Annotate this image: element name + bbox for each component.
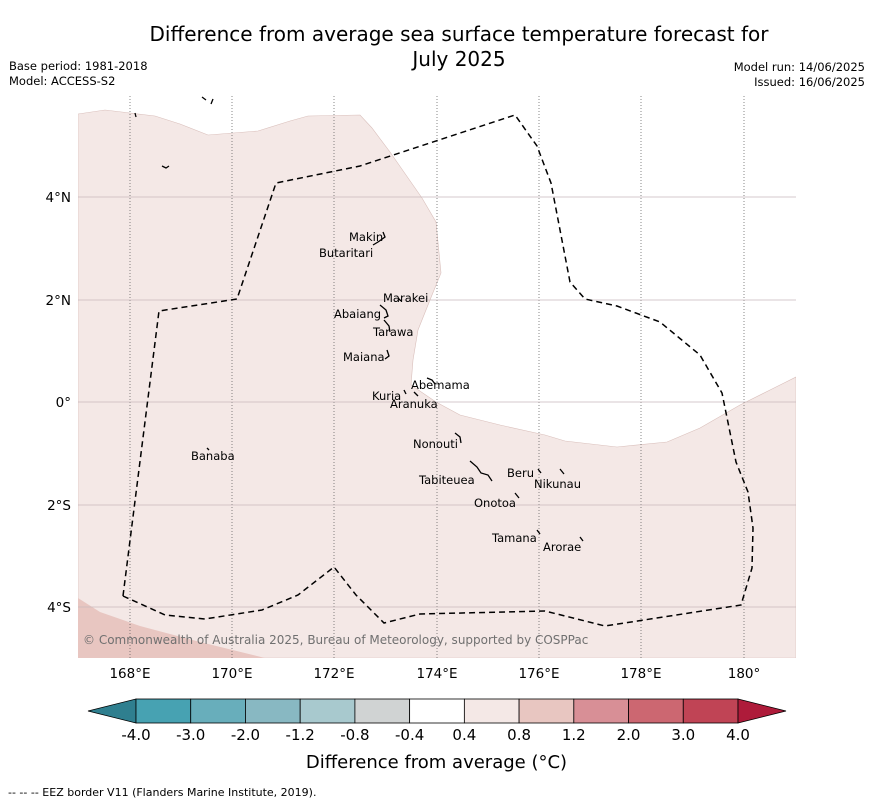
model-name: Model: ACCESS-S2 <box>9 74 116 88</box>
map-title-line1: Difference from average sea surface temp… <box>149 22 769 46</box>
lon-tick-label: 180° <box>728 666 761 682</box>
colorbar-tick-label: -0.4 <box>395 726 424 744</box>
latitude-tick-labels: 4°N 2°N 0° 2°S 4°S <box>46 190 71 616</box>
place-labels: Makin Butaritari Marakei Abaiang Tarawa … <box>191 230 581 554</box>
colorbar-segment <box>354 698 411 724</box>
eez-border <box>122 114 754 627</box>
colorbar-segment <box>409 698 465 724</box>
place-label-tabiteuea: Tabiteuea <box>418 473 475 487</box>
meta-right: Model run: 14/06/2025 Issued: 16/06/2025 <box>734 60 865 90</box>
colorbar-tick-label: 2.0 <box>617 726 641 744</box>
lon-tick-label: 174°E <box>416 666 457 682</box>
colorbar-segment <box>190 698 246 724</box>
colorbar-tick-label: -1.2 <box>286 726 315 744</box>
place-label-nikunau: Nikunau <box>534 477 581 491</box>
lon-tick-label: 168°E <box>109 666 150 682</box>
colorbar-segment <box>518 698 575 724</box>
place-label-abemama: Abemama <box>411 378 470 392</box>
copyright-notice: © Commonwealth of Australia 2025, Bureau… <box>83 633 588 647</box>
place-label-banaba: Banaba <box>191 449 235 463</box>
colorbar-segment <box>573 698 629 724</box>
latitude-lines <box>78 196 796 608</box>
lat-tick-label: 4°S <box>47 600 71 616</box>
islands <box>134 96 584 542</box>
colorbar-segment <box>245 698 301 724</box>
colorbar-extend-high <box>737 698 787 724</box>
lat-tick-label: 2°S <box>47 498 71 514</box>
colorbar-extend-low <box>87 698 137 724</box>
colorbar-tick-label: 3.0 <box>671 726 695 744</box>
meta-left: Base period: 1981-2018 Model: ACCESS-S2 <box>9 59 148 89</box>
place-label-tarawa: Tarawa <box>372 325 413 339</box>
colorbar-segment <box>682 698 739 724</box>
lon-tick-label: 178°E <box>620 666 661 682</box>
issued-date: Issued: 16/06/2025 <box>754 75 865 89</box>
colorbar-segment <box>299 698 356 724</box>
place-label-marakei: Marakei <box>383 291 428 305</box>
place-label-onotoa: Onotoa <box>474 496 516 510</box>
map-title: Difference from average sea surface temp… <box>0 22 873 72</box>
place-label-abaiang: Abaiang <box>334 307 381 321</box>
place-label-butaritari: Butaritari <box>319 246 373 260</box>
colorbar-segment <box>135 698 192 724</box>
colorbar-tick-label: 0.4 <box>452 726 476 744</box>
place-label-arorae: Arorae <box>543 540 581 554</box>
graticule <box>129 96 745 658</box>
eez-legend-note: -- -- -- EEZ border V11 (Flanders Marine… <box>8 786 317 799</box>
colorbar-segment <box>628 698 684 724</box>
lat-tick-label: 4°N <box>46 190 71 206</box>
anomaly-region-0.8-1.2 <box>78 598 265 658</box>
longitude-tick-labels: 168°E 170°E 172°E 174°E 176°E 178°E 180° <box>109 666 760 682</box>
lon-tick-label: 170°E <box>211 666 252 682</box>
colorbar-tick-label: 4.0 <box>726 726 750 744</box>
lon-tick-label: 176°E <box>518 666 559 682</box>
lat-tick-label: 2°N <box>46 293 71 309</box>
map-title-line2: July 2025 <box>412 47 506 71</box>
base-period: Base period: 1981-2018 <box>9 59 148 73</box>
lat-tick-label: 0° <box>56 395 71 411</box>
place-label-tamana: Tamana <box>491 531 537 545</box>
map-area: Makin Butaritari Marakei Abaiang Tarawa … <box>78 96 796 658</box>
lon-tick-label: 172°E <box>313 666 354 682</box>
colorbar-title: Difference from average (°C) <box>305 752 568 773</box>
place-label-makin: Makin <box>349 230 383 244</box>
place-label-maiana: Maiana <box>343 350 385 364</box>
place-label-kuria: Kuria <box>372 389 401 403</box>
colorbar-tick-label: -2.0 <box>231 726 260 744</box>
place-label-aranuka: Aranuka <box>390 397 438 411</box>
colorbar-tick-label: -4.0 <box>121 726 150 744</box>
colorbar: -4.0 -3.0 -2.0 -1.2 -0.8 -0.4 0.4 0.8 1.2 2.0 3.0 4… <box>87 698 787 744</box>
model-run: Model run: 14/06/2025 <box>733 60 865 74</box>
place-label-nonouti: Nonouti <box>413 437 458 451</box>
colorbar-tick-label: -0.8 <box>340 726 369 744</box>
colorbar-segment <box>463 698 520 724</box>
colorbar-tick-label: 1.2 <box>562 726 586 744</box>
colorbar-tick-label: 0.8 <box>507 726 531 744</box>
colorbar-tick-label: -3.0 <box>176 726 205 744</box>
place-label-beru: Beru <box>507 466 534 480</box>
